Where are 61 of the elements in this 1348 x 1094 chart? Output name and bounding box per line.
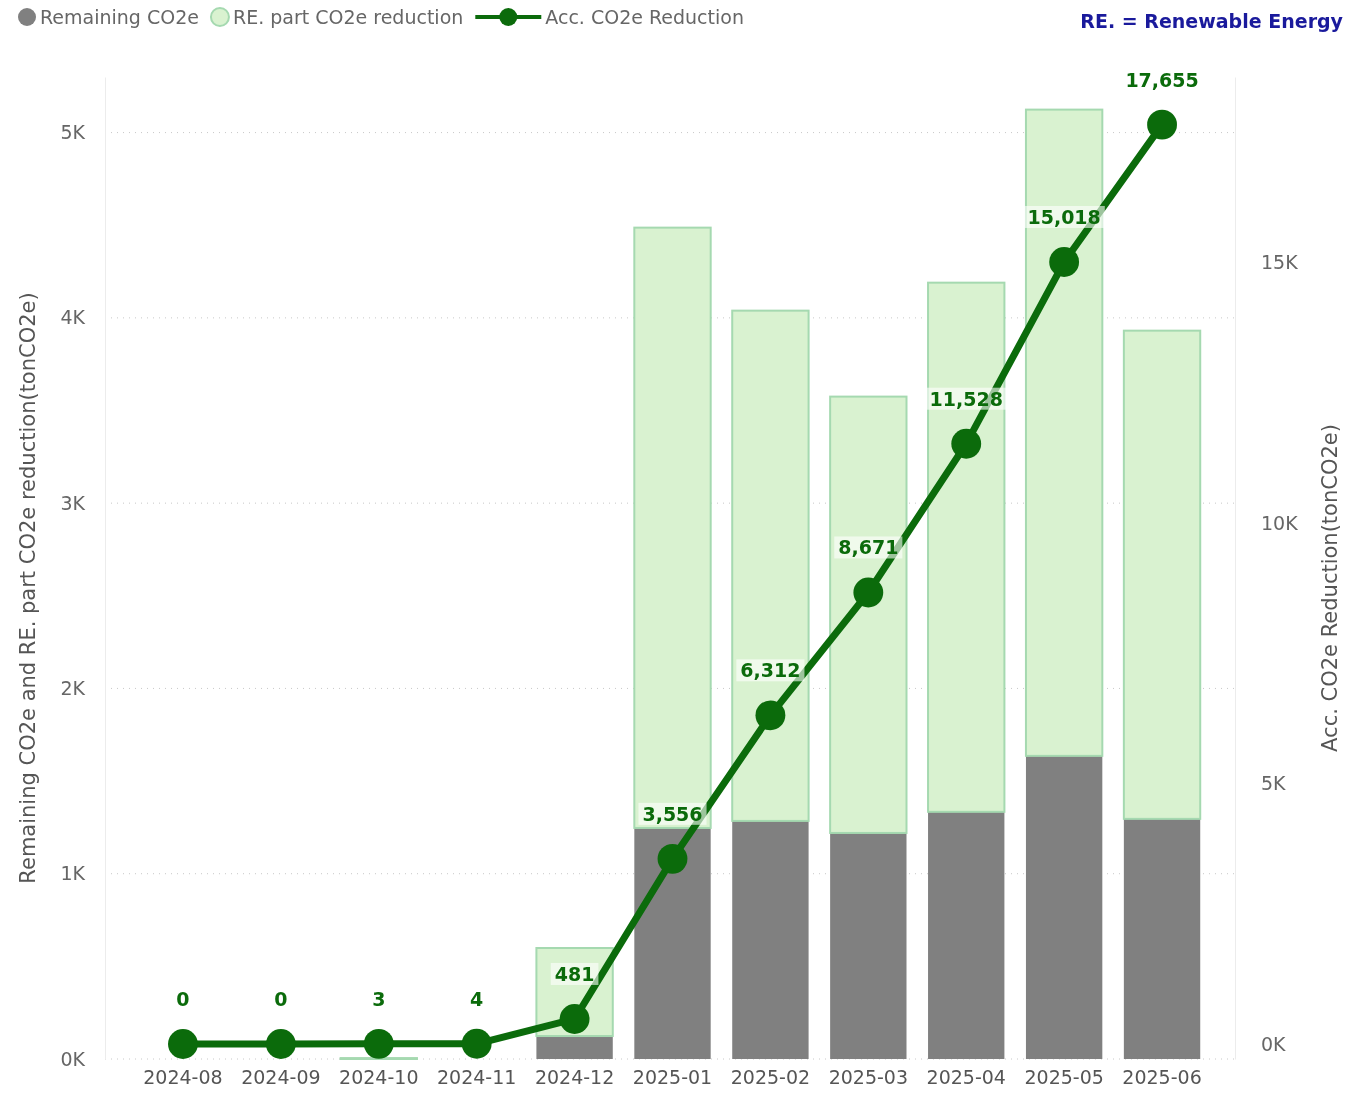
- bar: [927, 281, 1006, 813]
- bar: [1122, 329, 1202, 820]
- y-tick-label: 3K: [60, 491, 86, 514]
- point: [1049, 247, 1080, 277]
- y2-axis-title: Acc. CO2e Reduction(tonCO2e): [1318, 424, 1342, 752]
- y2-tick-label: 15K: [1261, 251, 1299, 274]
- legend-label: Remaining CO2e: [40, 6, 199, 28]
- x-tick-label: 2024-10: [339, 1066, 419, 1089]
- data-label: 8,671: [838, 536, 899, 559]
- point: [363, 1028, 394, 1059]
- point: [265, 1029, 296, 1059]
- y2-tick-label: 10K: [1261, 511, 1299, 534]
- y-tick-label: 5K: [60, 121, 86, 144]
- x-tick-label: 2025-01: [632, 1066, 713, 1089]
- legend-label: Acc. CO2e Reduction: [545, 6, 744, 28]
- data-label: 3: [372, 987, 386, 1010]
- bar: [633, 226, 712, 829]
- point: [853, 577, 884, 608]
- point: [755, 700, 786, 731]
- y-tick-label: 0K: [60, 1047, 86, 1070]
- bar: [536, 1036, 613, 1059]
- bar: [731, 309, 810, 822]
- x-tick-label: 2024-12: [534, 1066, 615, 1089]
- point: [168, 1029, 198, 1059]
- bar: [1123, 818, 1201, 1059]
- y-tick-label: 1K: [60, 862, 86, 885]
- data-label: 15,018: [1027, 205, 1101, 228]
- y-tick-label: 4K: [60, 306, 86, 329]
- x-tick-label: 2025-03: [828, 1066, 909, 1089]
- x-tick-label: 2024-11: [436, 1066, 517, 1089]
- x-tick-label: 2025-04: [926, 1066, 1006, 1089]
- x-tick-label: 2025-06: [1122, 1066, 1202, 1089]
- x-tick-label: 2025-05: [1024, 1066, 1104, 1089]
- bar: [1024, 108, 1104, 757]
- bar: [928, 811, 1005, 1059]
- data-label: 6,312: [740, 659, 801, 682]
- point: [461, 1028, 492, 1059]
- x-tick-label: 2025-02: [730, 1066, 811, 1089]
- legend-label: RE. part CO2e reduction: [232, 6, 464, 28]
- data-label: 0: [176, 988, 190, 1010]
- text: RE. = Renewable Energy: [1080, 10, 1344, 32]
- data-label: 4: [470, 987, 484, 1010]
- x-tick-label: 2024-08: [143, 1066, 223, 1089]
- data-label: 11,528: [929, 387, 1003, 410]
- y2-tick-label: 0K: [1261, 1032, 1287, 1055]
- y2-tick-label: 5K: [1261, 772, 1287, 795]
- bar: [1025, 755, 1103, 1059]
- point: [1147, 109, 1177, 140]
- point: [951, 428, 982, 459]
- x-tick-label: 2024-09: [241, 1066, 321, 1089]
- point: [657, 843, 688, 874]
- data-label: 17,655: [1125, 68, 1199, 91]
- bar: [829, 395, 908, 834]
- data-label: 3,556: [642, 802, 703, 825]
- bar: [732, 820, 809, 1059]
- y-tick-label: 2K: [60, 677, 86, 700]
- y-axis-title: Remaining CO2e and RE. part CO2e reduction(tonCO2e): [16, 292, 40, 884]
- point: [559, 1004, 590, 1034]
- bar: [830, 832, 907, 1059]
- data-label: 481: [554, 962, 595, 985]
- data-label: 0: [274, 988, 288, 1010]
